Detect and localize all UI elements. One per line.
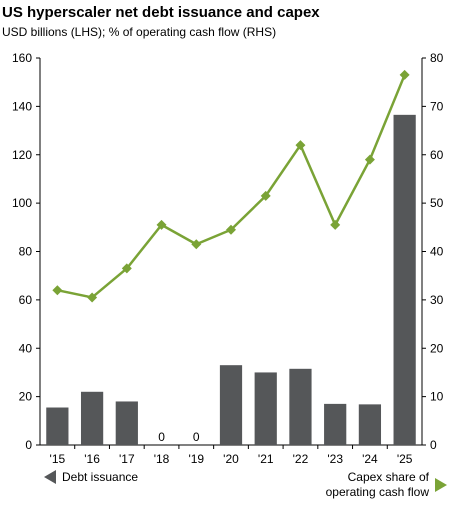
debt-issuance-bar	[289, 368, 312, 445]
legend-capex-line2: operating cash flow	[325, 485, 429, 499]
left-tick-label: 20	[19, 390, 33, 404]
x-tick-label: '24	[362, 452, 378, 466]
chart-title: US hyperscaler net debt issuance and cap…	[2, 4, 320, 21]
right-tick-label: 40	[430, 245, 444, 259]
capex-share-point	[191, 239, 202, 250]
capex-share-line	[57, 74, 406, 299]
capex-share-point	[121, 263, 132, 274]
x-tick-label: '25	[397, 452, 413, 466]
right-tick-label: 0	[430, 438, 437, 452]
triangle-right-icon	[435, 478, 447, 492]
right-tick-label: 10	[430, 390, 444, 404]
debt-issuance-bar	[46, 407, 69, 445]
bar-series	[46, 114, 416, 445]
capex-share-point	[260, 190, 271, 201]
legend-debt-label: Debt issuance	[62, 470, 139, 484]
right-tick-label: 50	[430, 196, 444, 210]
x-tick-label: '17	[119, 452, 135, 466]
x-tick-label: '20	[223, 452, 239, 466]
legend-capex-line1: Capex share of	[347, 470, 429, 484]
tick-labels: 0 20 40 60 80 100 120 140 160 0 10 20 30 40 50 60 70 80 '1…	[12, 51, 444, 466]
capex-share-point	[330, 219, 341, 230]
left-tick-label: 120	[12, 148, 32, 162]
right-tick-label: 20	[430, 341, 444, 355]
debt-issuance-bar	[358, 404, 382, 445]
left-tick-label: 80	[19, 245, 33, 259]
bar-data-label: 0	[158, 430, 165, 444]
debt-issuance-bar	[80, 391, 104, 445]
capex-share-point	[52, 285, 63, 296]
x-tick-label: '19	[188, 452, 204, 466]
x-tick-label: '23	[327, 452, 343, 466]
capex-share-point	[156, 219, 167, 230]
capex-share-point	[364, 154, 375, 165]
legend-debt-issuance: Debt issuance	[44, 470, 138, 484]
debt-issuance-bar	[324, 403, 347, 445]
x-tick-label: '16	[84, 452, 100, 466]
x-tick-label: '21	[258, 452, 274, 466]
right-tick-label: 60	[430, 148, 444, 162]
triangle-left-icon	[44, 470, 56, 484]
capex-share-point	[399, 69, 410, 80]
left-tick-label: 60	[19, 293, 33, 307]
debt-issuance-bar	[254, 372, 277, 445]
debt-issuance-bar	[115, 401, 138, 445]
debt-issuance-bar	[219, 365, 243, 445]
left-tick-label: 160	[12, 51, 32, 65]
legend-capex-share: Capex share of operating cash flow	[326, 470, 447, 500]
capex-share-point	[87, 292, 98, 303]
left-tick-label: 140	[12, 99, 32, 113]
x-tick-label: '22	[293, 452, 309, 466]
right-tick-label: 30	[430, 293, 444, 307]
chart-subtitle: USD billions (LHS); % of operating cash …	[2, 25, 277, 39]
capex-share-point	[226, 224, 236, 235]
debt-issuance-bar	[393, 114, 416, 445]
right-tick-label: 80	[430, 51, 444, 65]
bar-data-label: 0	[193, 430, 200, 444]
left-tick-label: 0	[25, 438, 32, 452]
x-tick-label: '15	[50, 452, 66, 466]
capex-share-point	[295, 140, 306, 151]
right-tick-label: 70	[430, 99, 444, 113]
x-tick-label: '18	[154, 452, 170, 466]
left-tick-label: 40	[19, 341, 33, 355]
line-series	[52, 69, 410, 303]
left-tick-label: 100	[12, 196, 32, 210]
legend-capex-label: Capex share of operating cash flow	[326, 470, 429, 500]
